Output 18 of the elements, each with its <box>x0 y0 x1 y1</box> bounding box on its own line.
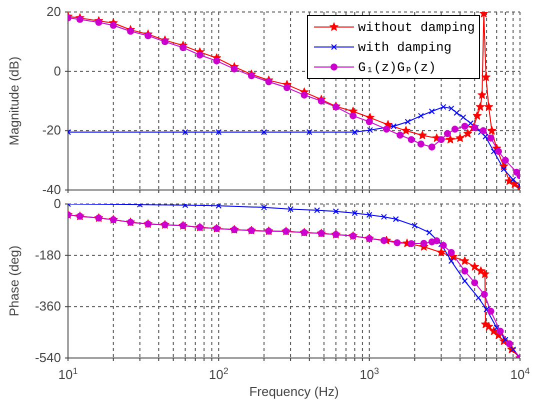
y-tick-label: -540 <box>34 350 61 365</box>
legend-label: G₁(z)Gₚ(z) <box>358 60 436 74</box>
x-axis-title: Frequency (Hz) <box>249 384 339 399</box>
y-axis-title: Phase (deg) <box>6 246 22 316</box>
y-tick-label: -40 <box>42 182 61 197</box>
y-axis-title: Magnitude (dB) <box>6 56 22 146</box>
legend-label: without damping <box>358 20 475 34</box>
x-tick-label: 10$^{1}$ <box>58 366 78 382</box>
y-tick-label: 0 <box>54 196 61 211</box>
legend-label: with damping <box>358 40 452 54</box>
x-tick-label: 10$^{4}$ <box>510 366 530 382</box>
y-tick-label: 0 <box>54 63 61 78</box>
y-tick-label: 20 <box>46 4 61 19</box>
y-tick-label: -360 <box>34 298 61 314</box>
y-tick-label: -20 <box>42 122 61 138</box>
x-tick-label: 10$^{3}$ <box>360 366 380 382</box>
x-tick-label: 10$^{2}$ <box>208 366 228 382</box>
y-tick-label: -180 <box>34 247 61 262</box>
